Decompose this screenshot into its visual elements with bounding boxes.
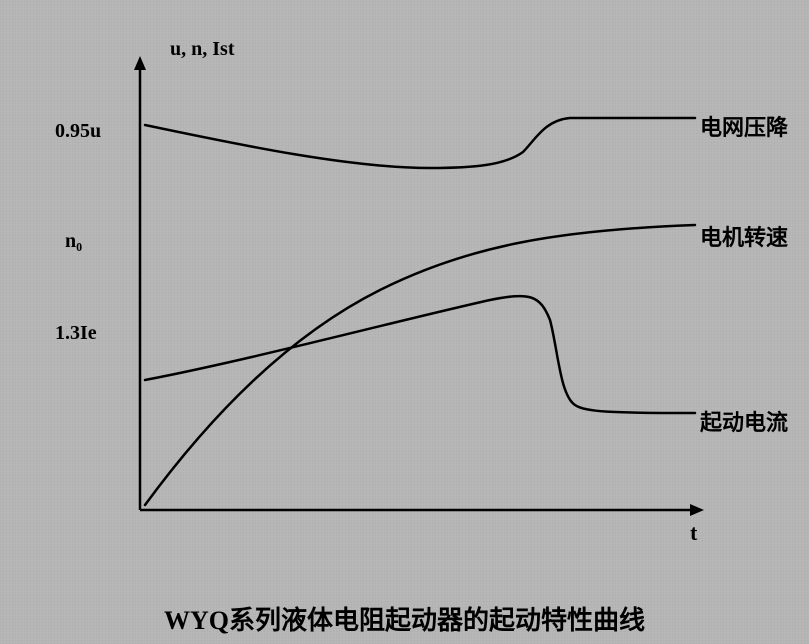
x-axis-label: t <box>690 520 697 546</box>
chart-caption: WYQ系列液体电阻起动器的起动特性曲线 <box>0 600 809 637</box>
chart-container: u, n, Ist t WYQ系列液体电阻起动器的起动特性曲线 0.95u n₀ 1… <box>0 0 809 644</box>
y-tick-label: 0.95u <box>55 120 101 143</box>
y-tick-label: 1.3Ie <box>55 322 97 345</box>
curve-label-speed: 电机转速 <box>700 220 788 252</box>
y-axis-label: u, n, Ist <box>170 38 234 61</box>
curve-label-voltage: 电网压降 <box>700 110 788 142</box>
y-tick-label: n₀ <box>65 230 82 253</box>
chart-svg <box>0 0 809 644</box>
curve-label-current: 起动电流 <box>700 405 788 437</box>
